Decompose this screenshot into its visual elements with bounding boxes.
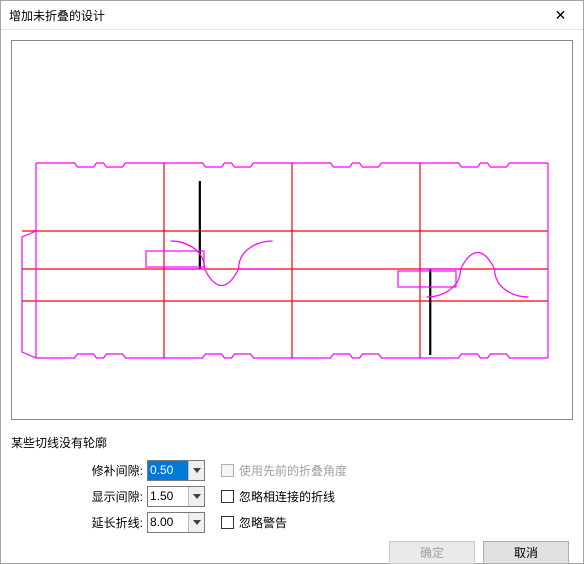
dialog-window: 增加未折叠的设计 ✕ 某些切线没有轮廓 修补间隙: 0.50 使用先前的折叠角 [0, 0, 584, 564]
status-message: 某些切线没有轮廓 [11, 430, 573, 457]
label-extend-fold: 延长折线: [83, 514, 143, 531]
close-button[interactable]: ✕ [538, 1, 583, 29]
chevron-down-icon [193, 520, 201, 525]
check-label: 使用先前的折叠角度 [239, 462, 347, 479]
label-display-gap: 显示间隙: [83, 488, 143, 505]
dropdown-button[interactable] [188, 461, 204, 480]
row-repair-gap: 修补间隙: 0.50 使用先前的折叠角度 [83, 457, 573, 483]
design-preview [12, 41, 572, 420]
check-use-prev-angle: 使用先前的折叠角度 [221, 462, 347, 479]
combo-extend-fold[interactable]: 8.00 [147, 512, 205, 533]
input-display-gap[interactable]: 1.50 [148, 487, 188, 506]
check-label: 忽略警告 [239, 514, 287, 531]
dropdown-button[interactable] [188, 487, 204, 506]
preview-frame [11, 40, 573, 420]
label-repair-gap: 修补间隙: [83, 462, 143, 479]
check-ignore-adjacent[interactable]: 忽略相连接的折线 [221, 488, 335, 505]
button-label: 取消 [514, 544, 538, 561]
ok-button: 确定 [389, 541, 475, 564]
row-display-gap: 显示间隙: 1.50 忽略相连接的折线 [83, 483, 573, 509]
checkbox-icon [221, 490, 234, 503]
input-extend-fold[interactable]: 8.00 [148, 513, 188, 532]
button-label: 确定 [420, 544, 444, 561]
checkbox-icon [221, 516, 234, 529]
check-ignore-warnings[interactable]: 忽略警告 [221, 514, 287, 531]
combo-display-gap[interactable]: 1.50 [147, 486, 205, 507]
chevron-down-icon [193, 468, 201, 473]
input-repair-gap[interactable]: 0.50 [148, 461, 188, 480]
window-title: 增加未折叠的设计 [9, 7, 538, 24]
close-icon: ✕ [555, 7, 567, 24]
dialog-buttons: 确定 取消 [11, 537, 573, 564]
titlebar: 增加未折叠的设计 ✕ [1, 1, 583, 30]
dialog-content: 某些切线没有轮廓 修补间隙: 0.50 使用先前的折叠角度 显示间隙: [1, 30, 583, 564]
chevron-down-icon [193, 494, 201, 499]
checkbox-icon [221, 464, 234, 477]
check-label: 忽略相连接的折线 [239, 488, 335, 505]
row-extend-fold: 延长折线: 8.00 忽略警告 [83, 509, 573, 535]
dropdown-button[interactable] [188, 513, 204, 532]
combo-repair-gap[interactable]: 0.50 [147, 460, 205, 481]
cancel-button[interactable]: 取消 [483, 541, 569, 564]
options-form: 修补间隙: 0.50 使用先前的折叠角度 显示间隙: 1.50 [11, 457, 573, 535]
